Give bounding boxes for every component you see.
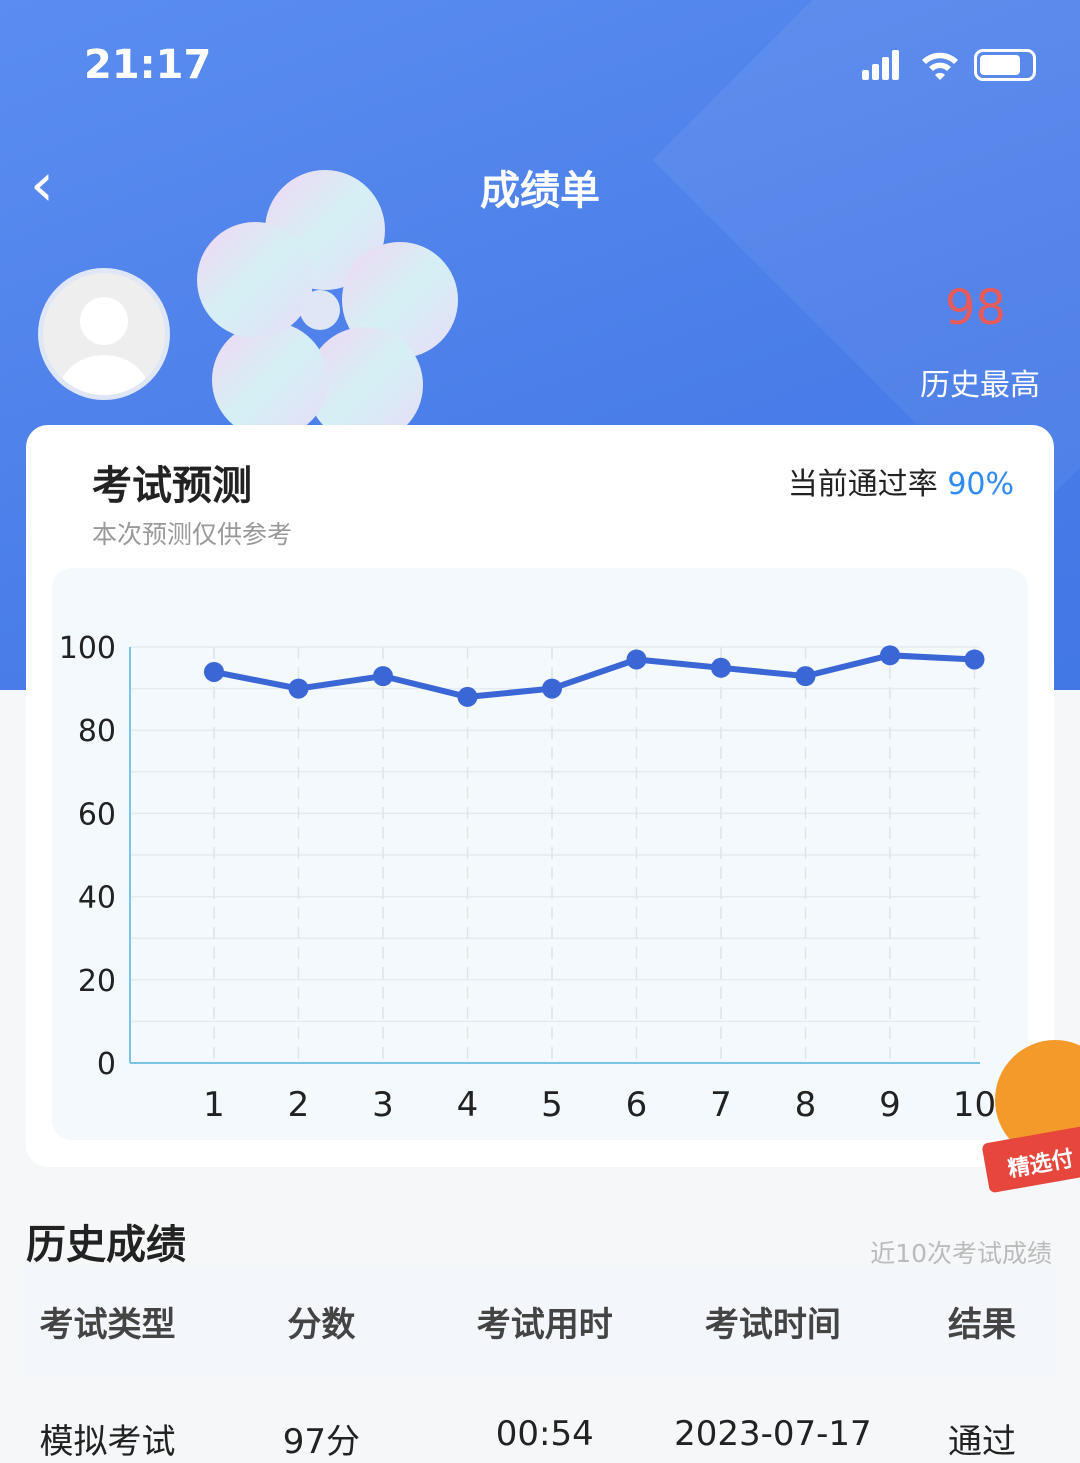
cell-score: 97分 [282, 1422, 361, 1462]
score-chart: 0 20 40 60 80 100 1 2 3 4 5 6 7 8 9 10 [59, 631, 996, 1125]
best-score-label: 历史最高 [920, 368, 1040, 403]
table-row[interactable]: 模拟考试 97分 00:54 2023-07-17 通过 [22, 1414, 1058, 1463]
x-tick-label: 9 [879, 1085, 901, 1125]
data-point [880, 645, 900, 666]
y-tick-label: 0 [97, 1047, 116, 1082]
signal-icon [862, 50, 899, 80]
x-tick-label: 2 [288, 1085, 310, 1125]
pass-rate-value: 90% [947, 467, 1014, 502]
x-tick-label: 7 [710, 1085, 732, 1125]
x-tick-label: 5 [541, 1085, 563, 1125]
cell-duration: 00:54 [495, 1414, 594, 1454]
page-title: 成绩单 [480, 168, 600, 214]
column-header: 考试时间 [704, 1304, 841, 1345]
x-tick-label: 1 [203, 1085, 225, 1125]
data-point [795, 666, 816, 687]
cell-type: 模拟考试 [39, 1422, 176, 1462]
data-point [373, 666, 393, 687]
y-tick-label: 100 [59, 631, 116, 666]
data-point [542, 678, 562, 699]
data-point [626, 649, 647, 670]
column-header: 考试类型 [39, 1304, 176, 1345]
history-table-header: 考试类型 分数 考试用时 考试时间 结果 [22, 1266, 1058, 1376]
data-point [457, 686, 478, 707]
column-header: 考试用时 [476, 1304, 613, 1345]
history-subtitle: 近10次考试成绩 [870, 1239, 1052, 1268]
avatar[interactable] [38, 268, 170, 400]
pass-rate-label: 当前通过率 [787, 467, 938, 502]
data-point [204, 661, 224, 682]
column-header: 结果 [947, 1304, 1016, 1345]
data-point [964, 649, 985, 670]
y-tick-label: 20 [78, 964, 116, 999]
x-tick-label: 3 [372, 1085, 394, 1125]
y-tick-label: 40 [78, 881, 116, 916]
x-tick-label: 4 [457, 1085, 479, 1125]
column-header: 分数 [287, 1304, 356, 1345]
wifi-icon [922, 52, 958, 80]
x-tick-label: 6 [626, 1085, 648, 1125]
flower-sticker [197, 170, 458, 443]
prediction-card: 考试预测 本次预测仅供参考 当前通过率 90% [26, 425, 1054, 1167]
series-line [213, 652, 975, 700]
cell-result: 通过 [947, 1422, 1016, 1462]
battery-icon [974, 49, 1036, 81]
prediction-title: 考试预测 [92, 463, 252, 509]
data-point [288, 678, 309, 699]
x-tick-label: 10 [953, 1085, 996, 1125]
back-button[interactable]: ‹ [30, 150, 54, 220]
status-icons [862, 48, 1036, 82]
pass-rate: 当前通过率 90% [788, 459, 1014, 503]
ad-badge[interactable]: 精选付 [965, 1030, 1080, 1200]
history-title: 历史成绩 [26, 1222, 186, 1268]
y-tick-label: 60 [78, 797, 116, 832]
best-score: 98 [944, 280, 1006, 336]
y-tick-label: 80 [78, 714, 116, 749]
data-point [711, 657, 731, 678]
x-tick-label: 8 [795, 1085, 817, 1125]
status-time: 21:17 [84, 42, 212, 88]
prediction-subtitle: 本次预测仅供参考 [92, 520, 293, 549]
cell-date: 2023-07-17 [674, 1414, 872, 1454]
